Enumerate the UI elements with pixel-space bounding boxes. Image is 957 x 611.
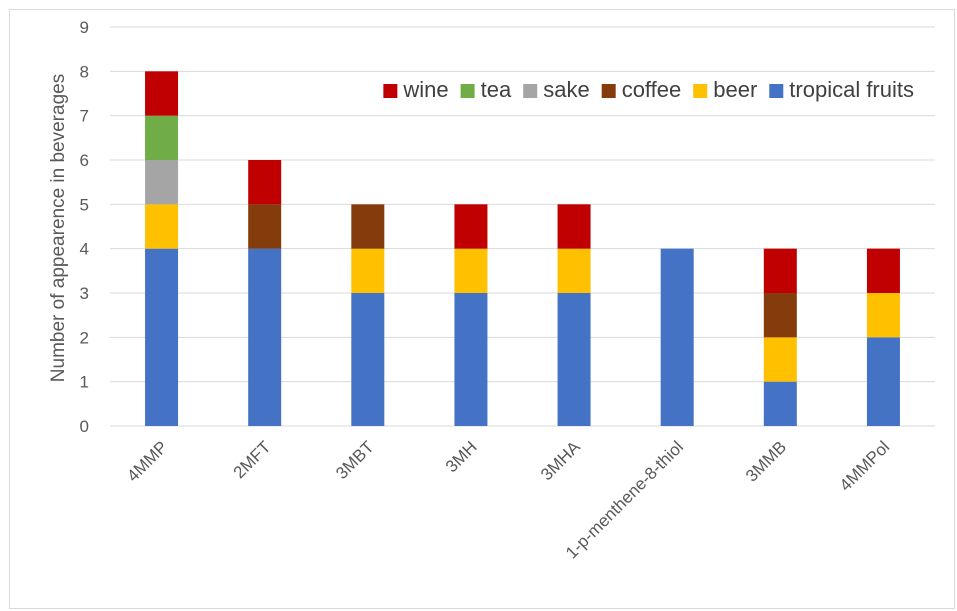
legend: wine tea sake coffee beer tropical fruits <box>383 77 914 102</box>
bar-3MH-wine <box>454 204 488 249</box>
gridlines <box>110 26 935 427</box>
y-axis-title: Number of appearence in beverages <box>48 74 69 382</box>
legend-label: tropical fruits <box>789 77 914 102</box>
y-tick-label: 0 <box>80 417 89 436</box>
legend-item-tea: tea <box>460 77 512 102</box>
bar-4MMP-sake <box>145 160 179 205</box>
x-tick-label: 1-p-menthene-8-thiol <box>562 437 687 562</box>
legend-swatch <box>601 84 616 98</box>
bar-2MFT-wine <box>248 160 282 205</box>
legend-swatch <box>769 84 784 98</box>
bar-2MFT-tropical-fruits <box>248 248 282 426</box>
bar-3MH-beer <box>454 248 488 293</box>
y-tick-label: 9 <box>80 18 89 37</box>
legend-item-coffee: coffee <box>601 77 682 102</box>
y-tick-label: 5 <box>80 195 89 214</box>
bar-3MMB-beer <box>763 337 797 382</box>
x-tick-label: 3MH <box>442 437 481 476</box>
bar-3MBT-tropical-fruits <box>351 293 385 426</box>
legend-item-tropical-fruits: tropical fruits <box>769 77 914 102</box>
bar-4MMP-wine <box>145 71 179 116</box>
y-tick-label: 4 <box>80 240 89 259</box>
legend-item-beer: beer <box>693 77 757 102</box>
legend-label: tea <box>481 77 512 102</box>
legend-swatch <box>383 84 398 98</box>
legend-label: sake <box>543 77 589 102</box>
x-tick-label: 4MMP <box>123 437 171 485</box>
bar-3MHA-beer <box>557 248 591 293</box>
bar-3MBT-beer <box>351 248 385 293</box>
y-tick-label: 2 <box>80 328 89 347</box>
legend-swatch <box>693 84 708 98</box>
legend-label: coffee <box>622 77 682 102</box>
legend-item-sake: sake <box>523 77 590 102</box>
x-tick-label: 3MBT <box>332 437 377 482</box>
legend-item-wine: wine <box>383 77 449 102</box>
y-tick-label: 3 <box>80 284 89 303</box>
y-tick-label: 7 <box>80 107 89 126</box>
legend-swatch <box>523 84 538 98</box>
y-tick-label: 8 <box>80 62 89 81</box>
bar-3MH-tropical-fruits <box>454 293 488 426</box>
bar-4MMP-tropical-fruits <box>145 248 179 426</box>
legend-swatch <box>460 84 475 98</box>
y-tick-label: 6 <box>80 151 89 170</box>
bar-4MMPol-wine <box>866 248 900 293</box>
bar-4MMP-beer <box>145 204 179 249</box>
bar-4MMPol-beer <box>866 293 900 338</box>
legend-label: beer <box>713 77 757 102</box>
bar-2MFT-coffee <box>248 204 282 249</box>
legend-label: wine <box>402 77 448 102</box>
x-tick-label: 3MMB <box>742 437 790 485</box>
bar-3MMB-tropical-fruits <box>763 381 797 426</box>
bars <box>145 71 900 426</box>
bar-3MBT-coffee <box>351 204 385 249</box>
y-tick-labels: 0 1 2 3 4 5 6 7 8 9 <box>80 18 89 436</box>
x-tick-label: 2MFT <box>230 437 275 482</box>
bar-3MMB-wine <box>763 248 797 293</box>
x-tick-label: 3MHA <box>537 437 584 484</box>
bar-3MHA-wine <box>557 204 591 249</box>
bar-3MHA-tropical-fruits <box>557 293 591 426</box>
x-tick-label: 4MMPol <box>836 437 894 495</box>
bar-1-p-menthene-8-thiol-tropical-fruits <box>660 248 694 426</box>
bar-4MMP-tea <box>145 115 179 160</box>
bar-4MMPol-tropical-fruits <box>866 337 900 426</box>
bar-3MMB-coffee <box>763 293 797 338</box>
y-tick-label: 1 <box>80 373 89 392</box>
